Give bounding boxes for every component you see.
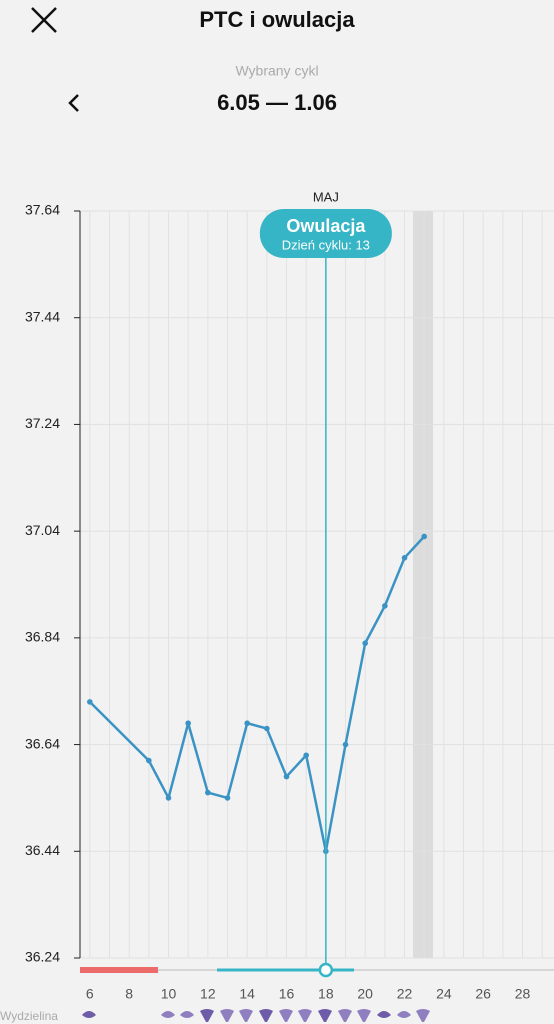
grid <box>80 210 554 959</box>
x-tick-label: 10 <box>161 986 177 1002</box>
x-tick-label: 22 <box>397 986 413 1002</box>
x-tick-label: 16 <box>279 986 295 1002</box>
x-tick-label: 18 <box>318 986 334 1002</box>
y-tick-label: 36.44 <box>25 842 60 858</box>
temperature-point <box>421 533 427 540</box>
temperature-point <box>303 752 309 759</box>
discharge-icon <box>279 1009 293 1022</box>
y-tick-label: 37.44 <box>25 308 60 324</box>
discharge-icon <box>180 1011 194 1018</box>
temperature-point <box>205 789 211 796</box>
footer-label: Wydzielina <box>0 1009 58 1023</box>
discharge-icon <box>298 1009 312 1022</box>
cycle-range: 6.05 — 1.06 <box>217 90 337 115</box>
period-bar <box>80 967 158 973</box>
discharge-icon <box>318 1009 332 1022</box>
discharge-icon <box>161 1011 175 1018</box>
discharge-icon <box>397 1011 411 1018</box>
ovulation-subtitle: Dzień cyklu: 13 <box>282 237 370 252</box>
x-tick-label: 8 <box>125 986 133 1002</box>
plot <box>87 533 427 855</box>
temperature-point <box>224 795 231 801</box>
temperature-point <box>342 741 349 748</box>
x-tick-label: 12 <box>200 986 216 1002</box>
title: PTC i owulacja <box>199 7 355 32</box>
temperature-point <box>87 699 93 705</box>
x-tick-label: 26 <box>475 986 491 1002</box>
discharge-icon <box>338 1009 352 1022</box>
temperature-point <box>244 720 250 727</box>
discharge-icon <box>357 1009 371 1022</box>
discharge-icons <box>82 1009 430 1022</box>
close-button[interactable] <box>31 7 57 33</box>
discharge-icon <box>82 1011 96 1018</box>
temperature-point <box>264 725 270 732</box>
temperature-line <box>88 535 426 853</box>
x-tick-label: 14 <box>239 986 255 1002</box>
x-tick-label: 20 <box>357 986 373 1002</box>
today-column <box>413 211 433 958</box>
discharge-icon <box>377 1011 391 1018</box>
temperature-point <box>283 773 290 780</box>
ovulation-bubble <box>259 209 392 258</box>
discharge-icon <box>200 1009 214 1022</box>
y-tick-label: 36.64 <box>25 735 60 751</box>
temperature-point <box>146 757 152 764</box>
month-label: MAJ <box>313 189 339 204</box>
discharge-icon <box>239 1009 253 1022</box>
x-tick-label: 24 <box>436 986 452 1002</box>
temperature-point <box>401 555 408 561</box>
temperature-point <box>165 795 172 801</box>
prev-button[interactable] <box>68 94 79 112</box>
y-tick-label: 37.04 <box>25 522 60 538</box>
y-tick-label: 36.84 <box>25 629 60 645</box>
y-tick-label: 37.64 <box>25 202 60 218</box>
discharge-icon <box>220 1009 234 1022</box>
discharge-icon <box>416 1009 430 1022</box>
y-tick-label: 37.24 <box>25 415 60 431</box>
discharge-icon <box>259 1009 273 1022</box>
ovulation-title: Owulacja <box>286 216 366 236</box>
close-icon <box>31 7 57 33</box>
temperature-point <box>382 603 388 609</box>
y-tick-label: 36.24 <box>25 949 60 965</box>
x-tick-label: 6 <box>86 986 94 1002</box>
subtitle: Wybrany cykl <box>235 63 318 79</box>
x-tick-label: 28 <box>515 986 531 1002</box>
temperature-point <box>185 720 191 727</box>
slider-handle[interactable] <box>318 962 334 978</box>
temperature-point <box>362 640 368 646</box>
